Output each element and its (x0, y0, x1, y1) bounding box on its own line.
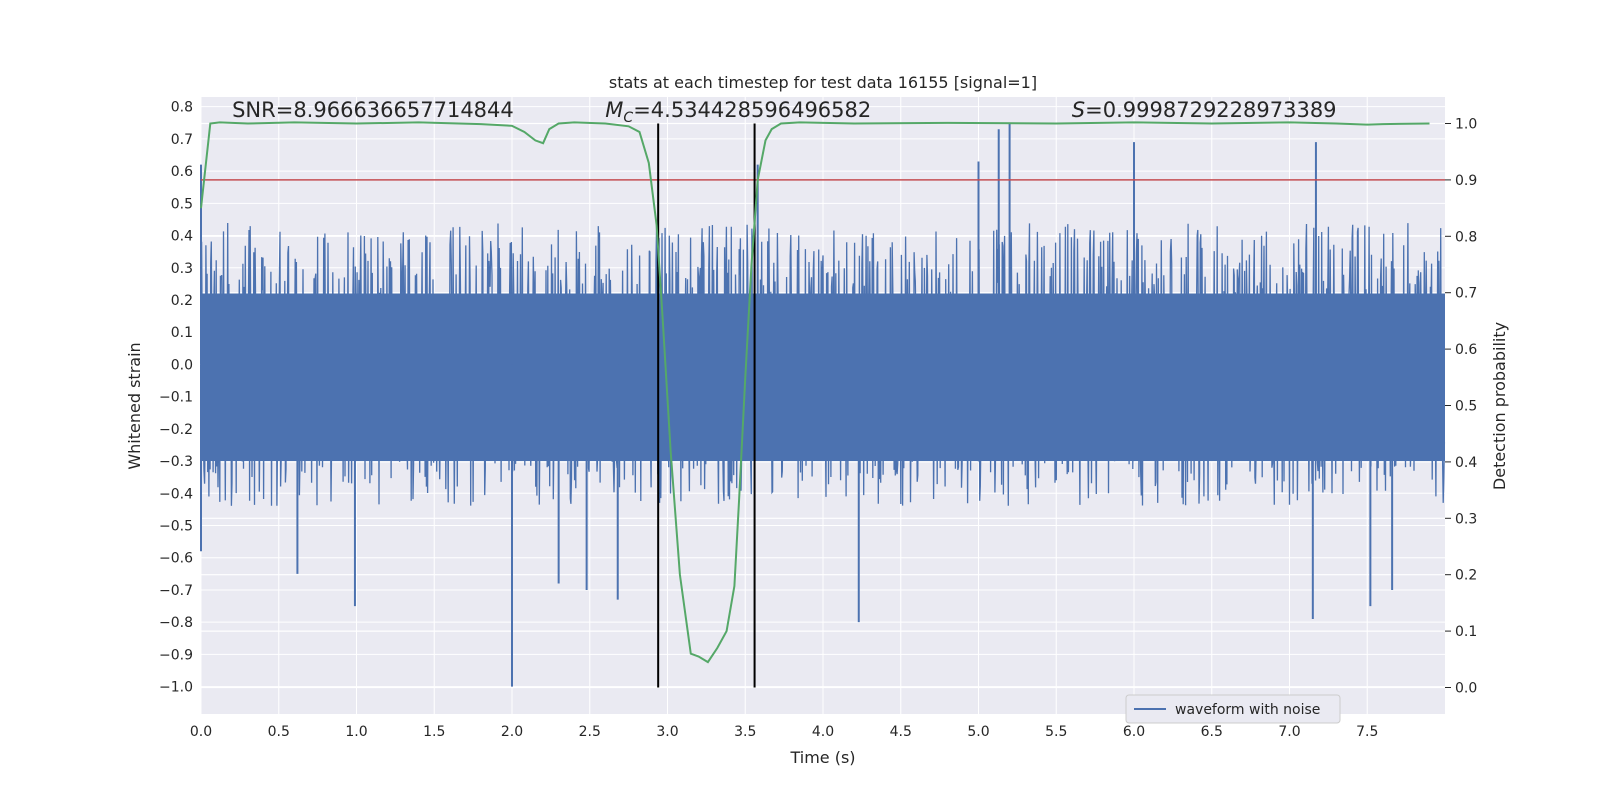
y2-tick-label: 0.4 (1455, 455, 1477, 471)
y-tick-label: −0.1 (159, 390, 193, 406)
x-tick-label: 5.5 (1045, 724, 1067, 740)
y2-tick-label: 0.3 (1455, 511, 1477, 527)
y-tick-label: 0.4 (171, 229, 193, 245)
y-tick-label: −0.5 (159, 519, 193, 535)
y-tick-label: 0.7 (171, 132, 193, 148)
y2-tick-label: 0.9 (1455, 173, 1477, 189)
y-tick-label: 0.8 (171, 100, 193, 116)
y2-tick-label: 0.2 (1455, 568, 1477, 584)
legend: waveform with noise (1125, 694, 1341, 724)
probability-series-line (200, 121, 1430, 664)
y-tick-label: −0.4 (159, 486, 193, 502)
legend-box (1125, 694, 1341, 724)
x-tick-label: 5.0 (967, 724, 989, 740)
y-tick-label: 0.6 (171, 164, 193, 180)
y-tick-label: 0.0 (171, 357, 193, 373)
annotation-subscript: C (623, 110, 633, 126)
tick-labels: 0.0 0.5 1.0 1.5 2.0 2.5 3.0 3.5 4.0 4.5 5.0 5.5 6.0 6… (159, 100, 1477, 740)
y-tick-label: −1.0 (159, 680, 193, 696)
chart-title: stats at each timestep for test data 161… (609, 73, 1037, 92)
waveform-core-band (201, 293, 1445, 462)
x-tick-label: 7.0 (1278, 724, 1300, 740)
x-tick-label: 7.5 (1356, 724, 1378, 740)
y-tick-label: 0.3 (171, 261, 193, 277)
x-tick-label: 3.5 (734, 724, 756, 740)
legend-label-waveform: waveform with noise (1175, 702, 1320, 718)
y2-tick-label: 0.7 (1455, 286, 1477, 302)
y2-tick-label: 1.0 (1455, 117, 1477, 133)
annotation-value: =0.9998729228973389 (1085, 98, 1336, 122)
x-tick-label: 1.0 (345, 724, 367, 740)
y-axis-label: Whitened strain (125, 342, 144, 469)
x-tick-label: 3.0 (656, 724, 678, 740)
x-tick-label: 2.5 (579, 724, 601, 740)
x-tick-label: 4.0 (812, 724, 834, 740)
y-tick-label: −0.9 (159, 647, 193, 663)
x-tick-label: 4.5 (890, 724, 912, 740)
y2-tick-label: 0.5 (1455, 399, 1477, 415)
annotation-s: S=0.9998729228973389 (1072, 98, 1337, 122)
x-tick-label: 6.5 (1201, 724, 1223, 740)
x-tick-label: 0.0 (190, 724, 212, 740)
y-tick-label: 0.1 (171, 325, 193, 341)
x-tick-label: 0.5 (268, 724, 290, 740)
x-tick-label: 2.0 (501, 724, 523, 740)
annotation-symbol: M (605, 98, 623, 122)
waveform-series (200, 122, 1446, 687)
y2-tick-label: 0.0 (1455, 680, 1477, 696)
annotation-snr: SNR=8.966636657714844 (232, 98, 514, 122)
y-tick-label: −0.7 (159, 583, 193, 599)
y2-tick-label: 0.6 (1455, 342, 1477, 358)
y-tick-label: −0.3 (159, 454, 193, 470)
y-tick-label: −0.8 (159, 615, 193, 631)
x-tick-label: 6.0 (1123, 724, 1145, 740)
y-tick-label: 0.2 (171, 293, 193, 309)
y2-axis-label: Detection probability (1490, 322, 1509, 490)
y2-tick-label: 0.1 (1455, 624, 1477, 640)
x-axis-label: Time (s) (789, 748, 855, 767)
annotation-value: =4.534428596496582 (633, 98, 871, 122)
y2-tick-label: 0.8 (1455, 229, 1477, 245)
y-tick-label: −0.2 (159, 422, 193, 438)
annotations: SNR=8.966636657714844 MC=4.53442859649658… (232, 98, 1336, 126)
x-tick-label: 1.5 (423, 724, 445, 740)
y-tick-label: −0.6 (159, 551, 193, 567)
annotation-symbol: S (1072, 98, 1085, 122)
y-tick-label: 0.5 (171, 196, 193, 212)
annotation-mc: MC=4.534428596496582 (605, 98, 871, 126)
